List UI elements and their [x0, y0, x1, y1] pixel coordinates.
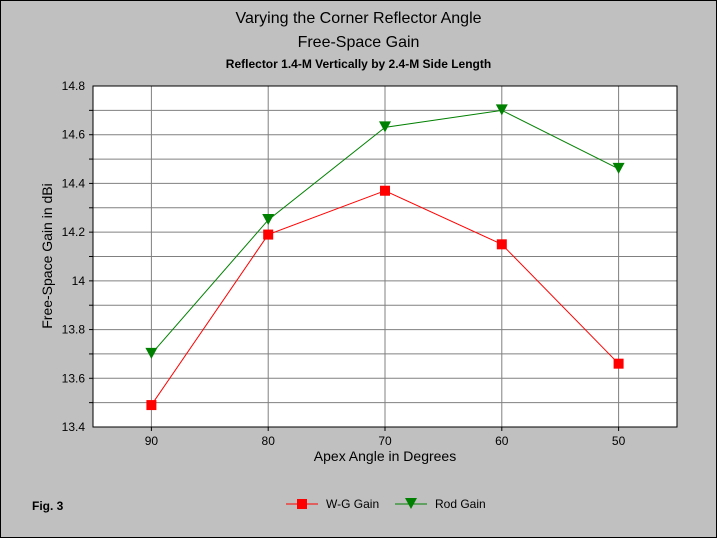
x-axis-label: Apex Angle in Degrees [313, 448, 457, 464]
data-point [379, 121, 391, 133]
legend-marker [405, 498, 417, 509]
y-tick-label: 13.6 [62, 371, 86, 385]
data-point [262, 213, 275, 225]
y-tick-label: 14.2 [62, 225, 86, 239]
y-tick-label: 13.8 [62, 323, 86, 337]
data-point [146, 400, 157, 411]
chart-title: Varying the Corner Reflector Angle [235, 10, 482, 27]
y-tick-label: 13.4 [62, 420, 86, 434]
y-tick-label: 14 [72, 274, 86, 288]
y-tick-label: 14.8 [62, 79, 86, 93]
data-point [263, 229, 274, 240]
legend-marker [297, 499, 307, 509]
x-tick-label: 90 [145, 434, 159, 448]
chart-subtitle: Reflector 1.4-M Vertically by 2.4-M Side… [225, 57, 492, 71]
x-tick-label: 80 [262, 434, 276, 448]
data-point [495, 104, 508, 116]
legend-label: W-G Gain [326, 497, 379, 511]
data-point [380, 185, 390, 196]
x-tick-label: 70 [378, 434, 392, 448]
figure-number: Fig. 3 [32, 499, 64, 513]
plot-border [92, 85, 678, 428]
chart-title-line2: Free-Space Gain [297, 34, 420, 51]
y-tick-label: 14.6 [62, 128, 86, 142]
y-axis-label: Free-Space Gain in dBi [39, 183, 55, 329]
x-tick-label: 50 [612, 434, 626, 448]
x-tick-label: 60 [495, 434, 509, 448]
legend-label: Rod Gain [435, 497, 486, 511]
data-point [613, 358, 624, 369]
y-tick-label: 14.4 [62, 176, 86, 190]
data-point [612, 162, 625, 174]
data-point [145, 347, 158, 359]
data-point [496, 239, 507, 250]
